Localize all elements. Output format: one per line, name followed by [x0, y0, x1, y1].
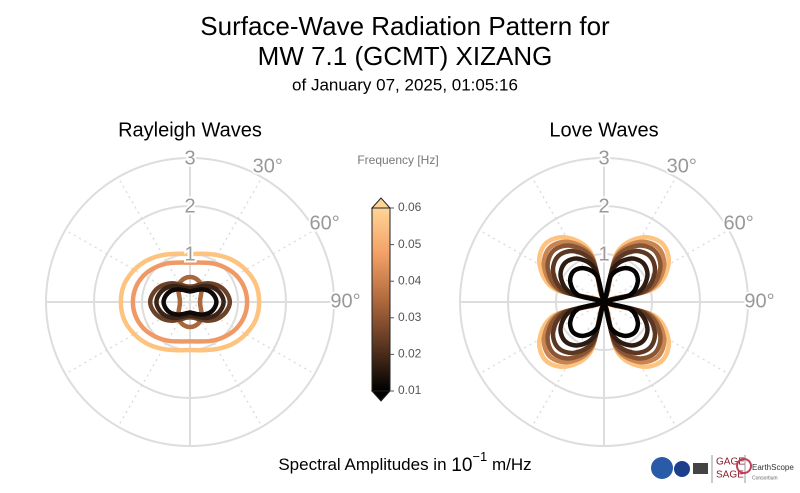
- radial-tick-label: 2: [184, 195, 195, 217]
- panel-title: Love Waves: [549, 119, 658, 141]
- angular-grid: [189, 176, 263, 303]
- label-text: Spectral Amplitudes in: [278, 455, 451, 474]
- colorbar-extend: [370, 390, 392, 402]
- radiation-curve: [130, 260, 250, 344]
- angle-tick-label: 60°: [310, 213, 340, 235]
- colorbar-extend: [370, 197, 392, 209]
- subtitle: of January 07, 2025, 01:05:16: [292, 75, 518, 94]
- logo-text: EarthScope: [752, 463, 794, 472]
- radial-tick-label: 3: [184, 147, 195, 169]
- logo-text: SAGE: [716, 470, 744, 481]
- colorbar-label: Frequency [Hz]: [357, 153, 438, 167]
- logo-text: Consortium: [752, 475, 778, 481]
- label-base: 10: [451, 455, 472, 476]
- radial-tick-label: 1: [598, 243, 609, 265]
- angle-tick-label: 90°: [744, 290, 774, 312]
- title-line: Surface-Wave Radiation Pattern for: [200, 11, 610, 41]
- x-axis-label: Spectral Amplitudes in 10−1 m/Hz: [278, 449, 531, 476]
- logo-icon: [674, 461, 690, 477]
- logo-text: GAGE: [716, 457, 745, 468]
- logo-icon: [736, 458, 752, 474]
- radiation-curve: [161, 287, 219, 317]
- angular-grid: [189, 301, 263, 428]
- logo-icon: [651, 457, 673, 479]
- colorbar-tick-label: 0.05: [398, 237, 422, 251]
- colorbar-tick-label: 0.02: [398, 347, 422, 361]
- radial-tick-label: 3: [598, 147, 609, 169]
- angular-grid: [117, 301, 191, 428]
- radiation-curve: [118, 251, 262, 353]
- angle-tick-label: 30°: [667, 156, 697, 178]
- angle-tick-label: 90°: [330, 290, 360, 312]
- radial-tick-label: 1: [184, 243, 195, 265]
- logo-icon: [693, 463, 708, 474]
- radial-tick-label: 2: [598, 195, 609, 217]
- radiation-curve: [176, 274, 204, 330]
- angle-tick-label: 30°: [253, 156, 283, 178]
- angle-tick-label: 60°: [724, 213, 754, 235]
- logos: GAGE SAGE EarthScope Consortium: [651, 455, 794, 483]
- colorbar-tick-label: 0.06: [398, 200, 422, 214]
- title-line: MW 7.1 (GCMT) XIZANG: [258, 41, 553, 71]
- label-unit: m/Hz: [492, 455, 532, 474]
- colorbar-tick-label: 0.01: [398, 383, 422, 397]
- polar-plot: 1 2 3 30° 60° 90° Rayleigh Waves: [45, 119, 363, 447]
- radiation-curve: [154, 283, 226, 321]
- angular-grid: [117, 176, 191, 303]
- panel-title: Rayleigh Waves: [118, 119, 262, 141]
- radiation-curve: [567, 265, 641, 339]
- colorbar-tick-label: 0.03: [398, 310, 422, 324]
- colorbar: [371, 207, 391, 392]
- colorbar-tick-label: 0.04: [398, 273, 422, 287]
- polar-plot: 1 2 3 30° 60° 90° Love Waves: [459, 119, 777, 447]
- label-exponent: −1: [472, 449, 487, 464]
